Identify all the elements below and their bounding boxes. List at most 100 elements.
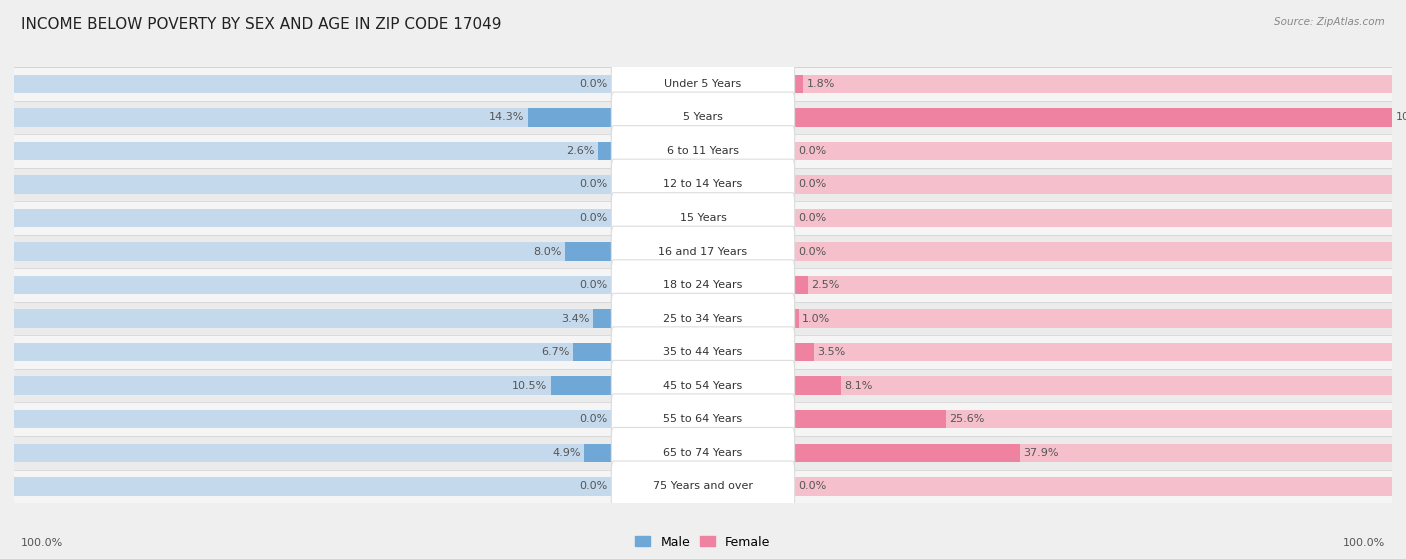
Bar [793, 108, 1392, 126]
Text: 35 to 44 Years: 35 to 44 Years [664, 347, 742, 357]
Text: 0.0%: 0.0% [799, 179, 827, 190]
FancyBboxPatch shape [14, 67, 1392, 101]
Text: 0.0%: 0.0% [579, 179, 607, 190]
FancyBboxPatch shape [14, 101, 1392, 134]
Text: 15 Years: 15 Years [679, 213, 727, 223]
Text: 100.0%: 100.0% [1343, 538, 1385, 548]
Bar [793, 276, 807, 294]
Text: 10.5%: 10.5% [512, 381, 547, 391]
Text: 1.8%: 1.8% [807, 79, 835, 89]
FancyBboxPatch shape [14, 436, 1392, 470]
FancyBboxPatch shape [14, 369, 1392, 402]
Bar [793, 175, 1392, 193]
Bar [14, 310, 613, 328]
Text: 0.0%: 0.0% [579, 280, 607, 290]
Bar [793, 142, 1392, 160]
FancyBboxPatch shape [612, 126, 794, 176]
Bar [14, 410, 613, 428]
FancyBboxPatch shape [612, 293, 794, 344]
Text: 0.0%: 0.0% [579, 414, 607, 424]
Text: 25 to 34 Years: 25 to 34 Years [664, 314, 742, 324]
FancyBboxPatch shape [14, 335, 1392, 369]
FancyBboxPatch shape [14, 168, 1392, 201]
Bar [793, 410, 946, 428]
Bar [793, 343, 1392, 361]
Text: Source: ZipAtlas.com: Source: ZipAtlas.com [1274, 17, 1385, 27]
Text: 45 to 54 Years: 45 to 54 Years [664, 381, 742, 391]
Text: 8.1%: 8.1% [845, 381, 873, 391]
Text: 6.7%: 6.7% [541, 347, 569, 357]
Bar [793, 377, 1392, 395]
Legend: Male, Female: Male, Female [630, 530, 776, 553]
Text: 0.0%: 0.0% [579, 481, 607, 491]
Text: 0.0%: 0.0% [579, 213, 607, 223]
Text: 25.6%: 25.6% [949, 414, 984, 424]
Text: 0.0%: 0.0% [799, 146, 827, 156]
Text: 0.0%: 0.0% [799, 481, 827, 491]
Bar [14, 209, 613, 227]
Bar [793, 74, 803, 93]
FancyBboxPatch shape [14, 402, 1392, 436]
Bar [14, 108, 613, 126]
Bar [551, 377, 613, 395]
FancyBboxPatch shape [612, 59, 794, 109]
FancyBboxPatch shape [612, 92, 794, 143]
Text: INCOME BELOW POVERTY BY SEX AND AGE IN ZIP CODE 17049: INCOME BELOW POVERTY BY SEX AND AGE IN Z… [21, 17, 502, 32]
Text: 55 to 64 Years: 55 to 64 Years [664, 414, 742, 424]
Bar [598, 142, 613, 160]
Text: 2.6%: 2.6% [567, 146, 595, 156]
Bar [14, 444, 613, 462]
Bar [14, 74, 613, 93]
Text: 2.5%: 2.5% [811, 280, 839, 290]
Bar [793, 243, 1392, 260]
FancyBboxPatch shape [612, 394, 794, 444]
Bar [583, 444, 613, 462]
Text: 0.0%: 0.0% [799, 213, 827, 223]
Bar [14, 276, 613, 294]
Text: 4.9%: 4.9% [553, 448, 581, 458]
Text: 0.0%: 0.0% [579, 79, 607, 89]
Bar [14, 377, 613, 395]
FancyBboxPatch shape [612, 327, 794, 377]
Bar [14, 343, 613, 361]
Text: 0.0%: 0.0% [799, 247, 827, 257]
Bar [793, 108, 1392, 126]
Text: 3.4%: 3.4% [561, 314, 589, 324]
FancyBboxPatch shape [612, 193, 794, 243]
Text: 18 to 24 Years: 18 to 24 Years [664, 280, 742, 290]
Text: 12 to 14 Years: 12 to 14 Years [664, 179, 742, 190]
FancyBboxPatch shape [14, 470, 1392, 503]
FancyBboxPatch shape [612, 260, 794, 310]
Bar [14, 243, 613, 260]
FancyBboxPatch shape [612, 159, 794, 210]
Text: 37.9%: 37.9% [1024, 448, 1059, 458]
FancyBboxPatch shape [14, 302, 1392, 335]
FancyBboxPatch shape [14, 134, 1392, 168]
Bar [793, 444, 1019, 462]
Text: 75 Years and over: 75 Years and over [652, 481, 754, 491]
FancyBboxPatch shape [14, 235, 1392, 268]
FancyBboxPatch shape [14, 268, 1392, 302]
Bar [574, 343, 613, 361]
Text: Under 5 Years: Under 5 Years [665, 79, 741, 89]
FancyBboxPatch shape [612, 361, 794, 411]
Bar [565, 243, 613, 260]
FancyBboxPatch shape [612, 226, 794, 277]
Bar [793, 410, 1392, 428]
FancyBboxPatch shape [612, 461, 794, 511]
Bar [793, 74, 1392, 93]
Text: 5 Years: 5 Years [683, 112, 723, 122]
Bar [527, 108, 613, 126]
Bar [793, 477, 1392, 496]
Bar [793, 444, 1392, 462]
Text: 6 to 11 Years: 6 to 11 Years [666, 146, 740, 156]
Bar [14, 477, 613, 496]
FancyBboxPatch shape [612, 428, 794, 478]
Text: 3.5%: 3.5% [817, 347, 845, 357]
Bar [793, 310, 799, 328]
Bar [793, 310, 1392, 328]
Text: 100.0%: 100.0% [1395, 112, 1406, 122]
Text: 16 and 17 Years: 16 and 17 Years [658, 247, 748, 257]
Text: 65 to 74 Years: 65 to 74 Years [664, 448, 742, 458]
Bar [793, 209, 1392, 227]
